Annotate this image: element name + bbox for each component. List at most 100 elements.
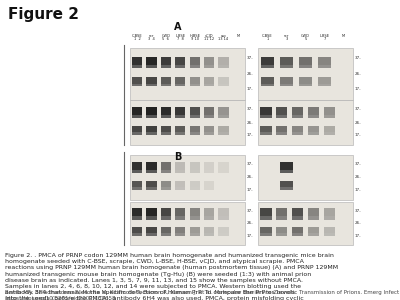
Text: 3  4: 3 4 <box>148 38 155 41</box>
Text: Barria MA, Balachandran A, Morita M, Kitamoto T, Barron R, Manson J, et al. Mole: Barria MA, Balachandran A, Morita M, Kit… <box>5 290 400 300</box>
Bar <box>204 208 214 220</box>
Bar <box>258 155 353 200</box>
Bar <box>260 208 272 220</box>
Bar <box>175 65 186 68</box>
Bar <box>204 233 214 236</box>
Text: 9 10: 9 10 <box>191 38 199 41</box>
Bar <box>299 57 312 68</box>
Bar <box>204 84 214 86</box>
Bar <box>190 84 200 86</box>
Bar <box>324 115 335 119</box>
Text: M: M <box>342 34 345 38</box>
Bar <box>280 77 293 86</box>
Bar <box>218 65 229 68</box>
Bar <box>146 208 157 220</box>
Bar <box>292 233 303 236</box>
Bar <box>132 107 142 118</box>
Bar <box>175 162 186 173</box>
Text: 26-: 26- <box>355 121 362 124</box>
Bar <box>280 84 293 86</box>
Bar <box>175 170 186 173</box>
Bar <box>132 57 142 68</box>
Text: 3: 3 <box>285 38 288 41</box>
Bar <box>204 132 214 135</box>
Bar <box>161 77 171 86</box>
Bar <box>190 216 200 220</box>
Bar <box>218 57 229 68</box>
Bar <box>258 100 353 145</box>
Text: 26-: 26- <box>355 221 362 226</box>
Bar <box>161 126 171 135</box>
Bar <box>146 227 157 236</box>
Bar <box>218 126 229 135</box>
Bar <box>218 170 229 173</box>
Bar <box>204 57 214 68</box>
Text: 26-: 26- <box>247 121 254 124</box>
Bar <box>204 77 214 86</box>
Bar <box>280 170 293 173</box>
Bar <box>276 132 288 135</box>
Text: 26-: 26- <box>355 176 362 179</box>
Bar <box>280 57 293 68</box>
Bar <box>161 188 171 190</box>
Bar <box>218 208 229 220</box>
Text: scr: scr <box>284 34 289 38</box>
Bar <box>260 126 272 135</box>
Bar <box>175 107 186 118</box>
Text: 17-: 17- <box>247 233 254 238</box>
Text: 17-: 17- <box>355 87 362 91</box>
Bar <box>218 132 229 135</box>
Bar <box>204 126 214 135</box>
Bar <box>299 84 312 86</box>
Bar <box>318 65 331 68</box>
Bar <box>132 115 142 119</box>
Bar <box>190 181 200 190</box>
Bar <box>146 77 157 86</box>
Bar <box>161 115 171 119</box>
Bar <box>308 115 319 119</box>
Bar <box>292 227 303 236</box>
Text: 37-: 37- <box>355 162 362 166</box>
Bar <box>292 132 303 135</box>
Bar <box>190 227 200 236</box>
Bar <box>190 208 200 220</box>
Bar <box>260 107 272 118</box>
Text: L-BSE: L-BSE <box>175 34 185 38</box>
Bar <box>308 227 319 236</box>
Bar <box>276 233 288 236</box>
Bar <box>308 233 319 236</box>
Bar <box>308 126 319 135</box>
Bar <box>260 132 272 135</box>
Text: 37-: 37- <box>247 208 254 213</box>
Bar <box>190 162 200 173</box>
Bar <box>146 181 157 190</box>
Bar <box>146 115 157 119</box>
Bar <box>161 162 171 173</box>
Bar <box>132 216 142 220</box>
Bar <box>132 227 142 236</box>
Bar <box>204 227 214 236</box>
Bar <box>175 77 186 86</box>
Bar <box>308 132 319 135</box>
Text: asc: asc <box>220 34 226 38</box>
Bar <box>132 188 142 190</box>
Bar <box>161 107 171 118</box>
Bar <box>218 107 229 118</box>
Bar <box>190 233 200 236</box>
Bar <box>146 170 157 173</box>
Bar <box>218 227 229 236</box>
Text: 5  6: 5 6 <box>162 38 169 41</box>
Bar <box>146 65 157 68</box>
Bar <box>130 48 245 100</box>
Bar <box>161 57 171 68</box>
Bar <box>280 181 293 190</box>
Text: 37-: 37- <box>247 162 254 166</box>
Bar <box>190 77 200 86</box>
Bar <box>260 115 272 119</box>
Bar <box>146 57 157 68</box>
Bar <box>190 170 200 173</box>
Text: 37-: 37- <box>247 56 254 60</box>
Bar <box>308 208 319 220</box>
Bar <box>190 115 200 119</box>
Text: 17-: 17- <box>247 188 254 192</box>
